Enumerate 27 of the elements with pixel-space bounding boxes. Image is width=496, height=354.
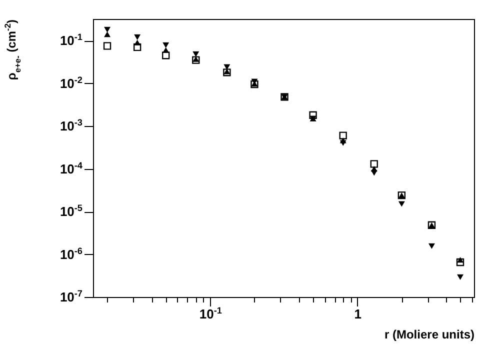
point: [457, 257, 464, 263]
y-tick-label: 10$^{-4}$: [60, 160, 84, 176]
point: [134, 34, 141, 40]
point: [103, 42, 112, 50]
y-tick-label: 10$^{-1}$: [60, 32, 82, 48]
x-axis-title: r (Moliere units): [384, 328, 474, 342]
y-tick-label: 10$^{-3}$: [60, 118, 82, 134]
point: [104, 32, 111, 38]
point: [457, 274, 464, 280]
point: [134, 40, 141, 46]
point: [428, 243, 435, 249]
point: [162, 42, 170, 48]
y-tick-label: 10$^{-6}$: [60, 246, 82, 262]
point: [340, 140, 346, 146]
x-tick-label: 1: [354, 306, 362, 322]
y-tick-label: 10$^{-7}$: [60, 288, 82, 304]
point: [309, 111, 317, 119]
point: [398, 201, 405, 207]
point: [192, 51, 200, 58]
point: [104, 26, 111, 32]
point: [339, 132, 347, 140]
y-tick-label: 10$^{-2}$: [60, 74, 82, 91]
point: [162, 47, 170, 53]
point: [162, 52, 170, 60]
y-tick-label: 10$^{-5}$: [60, 203, 82, 220]
point: [456, 258, 464, 266]
point: [133, 43, 142, 52]
